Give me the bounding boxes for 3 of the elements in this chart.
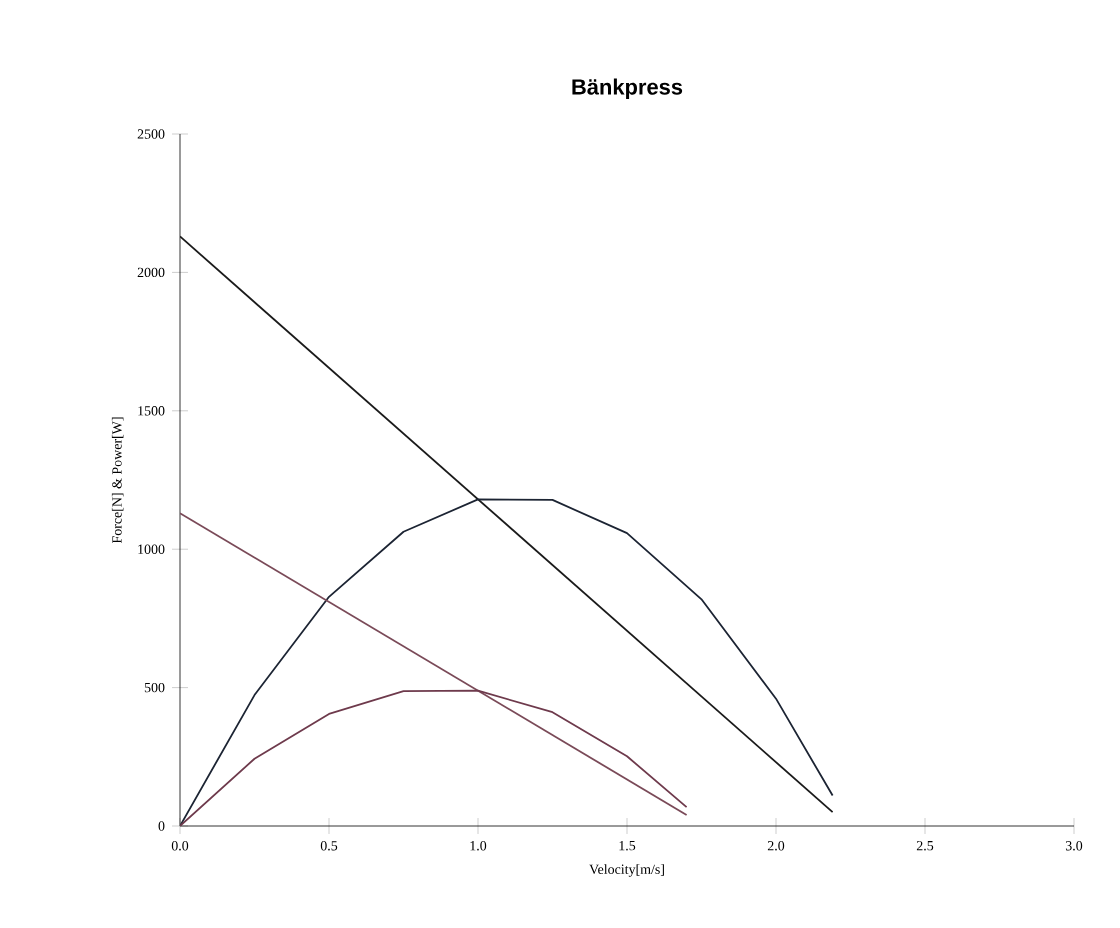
line-series (180, 689, 688, 826)
chart-title: Bänkpress (572, 78, 683, 99)
line-series (180, 498, 834, 826)
